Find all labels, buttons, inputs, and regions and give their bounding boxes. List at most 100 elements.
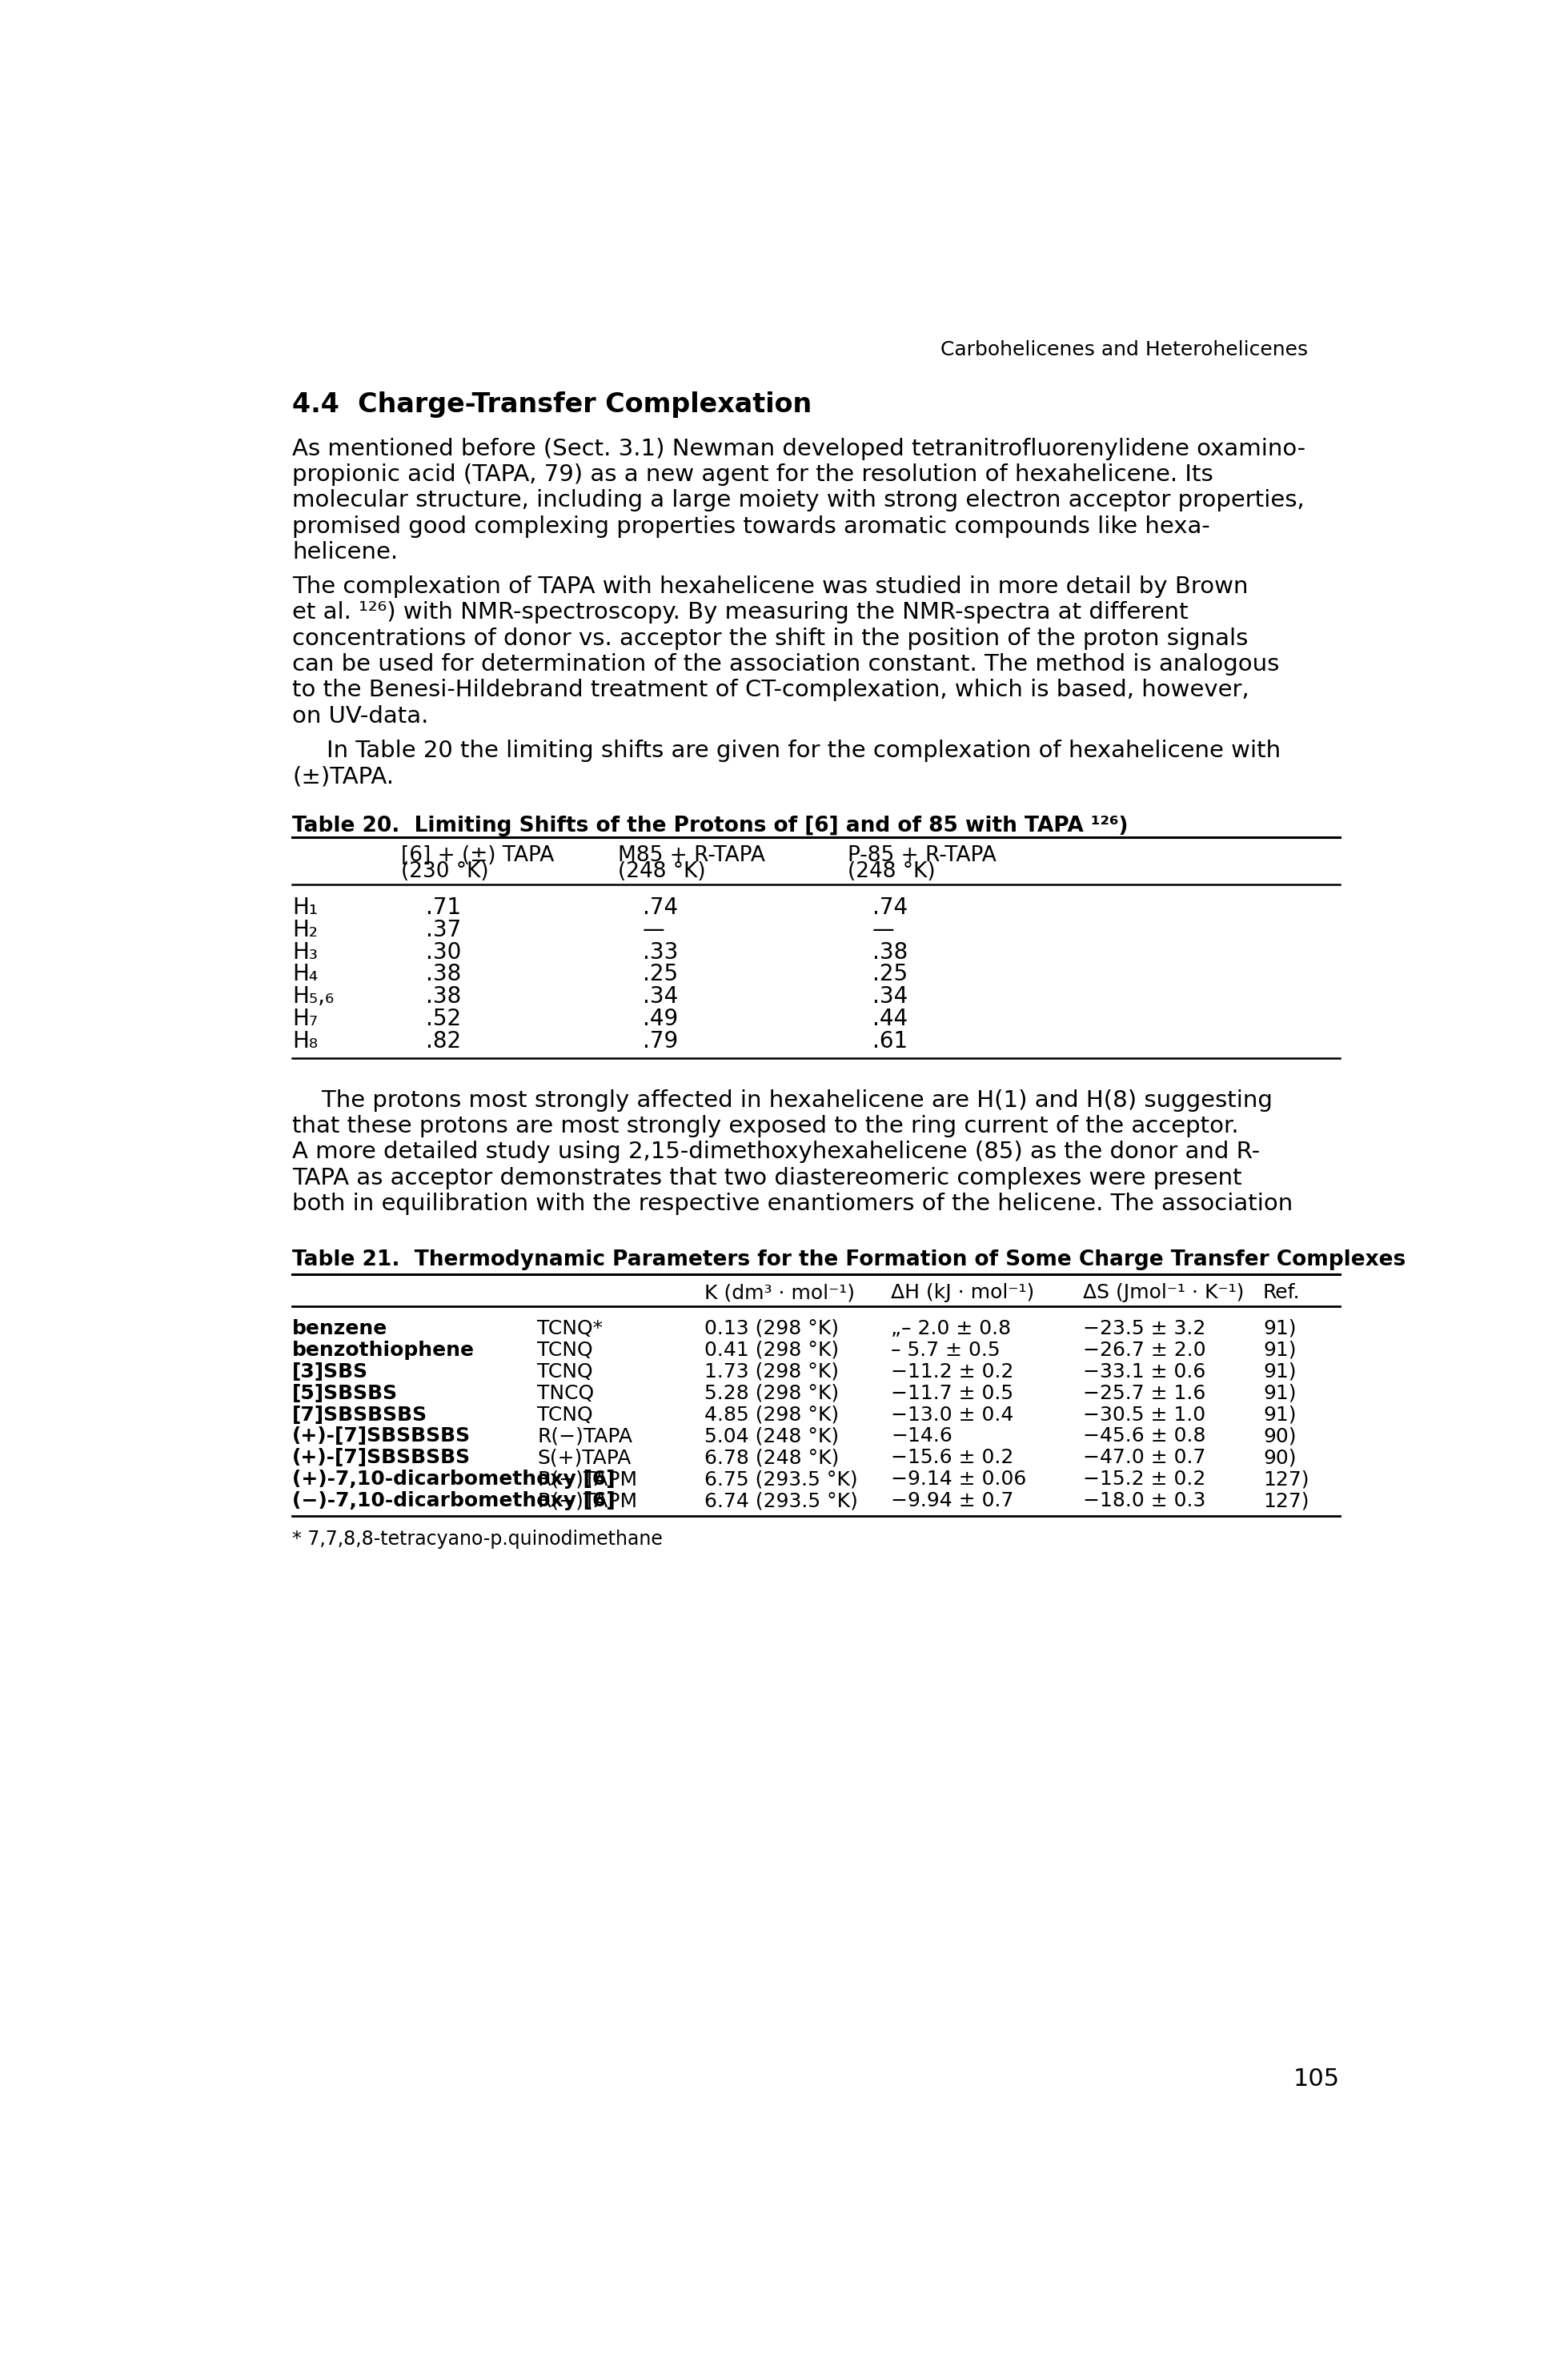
Text: 4.85 (298 °K): 4.85 (298 °K) xyxy=(704,1405,839,1424)
Text: 5.28 (298 °K): 5.28 (298 °K) xyxy=(704,1384,839,1403)
Text: —: — xyxy=(643,919,665,942)
Text: .49: .49 xyxy=(643,1009,677,1030)
Text: 105: 105 xyxy=(1294,2067,1341,2090)
Text: A more detailed study using 2,15-dimethoxyhexahelicene (85) as the donor and R-: A more detailed study using 2,15-dimetho… xyxy=(292,1141,1261,1162)
Text: molecular structure, including a large moiety with strong electron acceptor prop: molecular structure, including a large m… xyxy=(292,489,1305,513)
Text: .74: .74 xyxy=(872,898,908,919)
Text: R(−)TAPM: R(−)TAPM xyxy=(538,1490,637,1512)
Text: 6.75 (293.5 °K): 6.75 (293.5 °K) xyxy=(704,1469,858,1488)
Text: 1.73 (298 °K): 1.73 (298 °K) xyxy=(704,1363,839,1382)
Text: TCNQ: TCNQ xyxy=(538,1405,593,1424)
Text: −25.7 ± 1.6: −25.7 ± 1.6 xyxy=(1083,1384,1206,1403)
Text: „– 2.0 ± 0.8: „– 2.0 ± 0.8 xyxy=(891,1318,1011,1337)
Text: 91): 91) xyxy=(1262,1318,1297,1337)
Text: (+)-[7]SBSBSBS: (+)-[7]SBSBSBS xyxy=(292,1448,470,1467)
Text: −15.6 ± 0.2: −15.6 ± 0.2 xyxy=(891,1448,1013,1467)
Text: −9.94 ± 0.7: −9.94 ± 0.7 xyxy=(891,1490,1013,1512)
Text: can be used for determination of the association constant. The method is analogo: can be used for determination of the ass… xyxy=(292,654,1279,676)
Text: to the Benesi-Hildebrand treatment of CT-complexation, which is based, however,: to the Benesi-Hildebrand treatment of CT… xyxy=(292,680,1250,702)
Text: 90): 90) xyxy=(1262,1448,1297,1467)
Text: .71: .71 xyxy=(425,898,461,919)
Text: −9.14 ± 0.06: −9.14 ± 0.06 xyxy=(891,1469,1027,1488)
Text: In Table 20 the limiting shifts are given for the complexation of hexahelicene w: In Table 20 the limiting shifts are give… xyxy=(326,739,1281,763)
Text: (+)-7,10-dicarbomethoxy [6]: (+)-7,10-dicarbomethoxy [6] xyxy=(292,1469,615,1488)
Text: H₈: H₈ xyxy=(292,1030,318,1051)
Text: Ref.: Ref. xyxy=(1262,1283,1300,1301)
Text: [5]SBSBS: [5]SBSBS xyxy=(292,1384,398,1403)
Text: −33.1 ± 0.6: −33.1 ± 0.6 xyxy=(1083,1363,1206,1382)
Text: 5.04 (248 °K): 5.04 (248 °K) xyxy=(704,1427,839,1446)
Text: S(+)TAPA: S(+)TAPA xyxy=(538,1448,632,1467)
Text: The complexation of TAPA with hexahelicene was studied in more detail by Brown: The complexation of TAPA with hexahelice… xyxy=(292,576,1248,598)
Text: ΔS (Jmol⁻¹ · K⁻¹): ΔS (Jmol⁻¹ · K⁻¹) xyxy=(1083,1283,1245,1301)
Text: .74: .74 xyxy=(643,898,677,919)
Text: M85 + R-TAPA: M85 + R-TAPA xyxy=(618,846,765,867)
Text: .82: .82 xyxy=(425,1030,461,1051)
Text: promised good complexing properties towards aromatic compounds like hexa-: promised good complexing properties towa… xyxy=(292,515,1210,539)
Text: .79: .79 xyxy=(643,1030,677,1051)
Text: R(−)TAPM: R(−)TAPM xyxy=(538,1469,637,1488)
Text: H₂: H₂ xyxy=(292,919,318,942)
Text: As mentioned before (Sect. 3.1) Newman developed tetranitrofluorenylidene oxamin: As mentioned before (Sect. 3.1) Newman d… xyxy=(292,437,1306,461)
Text: benzene: benzene xyxy=(292,1318,387,1337)
Text: 127): 127) xyxy=(1262,1490,1309,1512)
Text: et al. ¹²⁶) with NMR-spectroscopy. By measuring the NMR-spectra at different: et al. ¹²⁶) with NMR-spectroscopy. By me… xyxy=(292,602,1189,624)
Text: benzothiophene: benzothiophene xyxy=(292,1339,475,1361)
Text: that these protons are most strongly exposed to the ring current of the acceptor: that these protons are most strongly exp… xyxy=(292,1115,1239,1136)
Text: 6.74 (293.5 °K): 6.74 (293.5 °K) xyxy=(704,1490,858,1512)
Text: helicene.: helicene. xyxy=(292,541,398,565)
Text: .44: .44 xyxy=(872,1009,908,1030)
Text: −18.0 ± 0.3: −18.0 ± 0.3 xyxy=(1083,1490,1206,1512)
Text: 6.78 (248 °K): 6.78 (248 °K) xyxy=(704,1448,839,1467)
Text: .38: .38 xyxy=(425,985,461,1009)
Text: (230 °K): (230 °K) xyxy=(401,860,489,881)
Text: 0.13 (298 °K): 0.13 (298 °K) xyxy=(704,1318,839,1337)
Text: H₁: H₁ xyxy=(292,898,318,919)
Text: .34: .34 xyxy=(643,985,677,1009)
Text: .37: .37 xyxy=(425,919,461,942)
Text: 0.41 (298 °K): 0.41 (298 °K) xyxy=(704,1339,839,1361)
Text: −47.0 ± 0.7: −47.0 ± 0.7 xyxy=(1083,1448,1206,1467)
Text: 91): 91) xyxy=(1262,1339,1297,1361)
Text: H₃: H₃ xyxy=(292,940,318,964)
Text: .52: .52 xyxy=(425,1009,461,1030)
Text: concentrations of donor vs. acceptor the shift in the position of the proton sig: concentrations of donor vs. acceptor the… xyxy=(292,628,1248,650)
Text: Carbohelicenes and Heterohelicenes: Carbohelicenes and Heterohelicenes xyxy=(941,340,1308,359)
Text: P-85 + R-TAPA: P-85 + R-TAPA xyxy=(847,846,996,867)
Text: 127): 127) xyxy=(1262,1469,1309,1488)
Text: 91): 91) xyxy=(1262,1363,1297,1382)
Text: .25: .25 xyxy=(643,964,677,985)
Text: −14.6: −14.6 xyxy=(891,1427,952,1446)
Text: −15.2 ± 0.2: −15.2 ± 0.2 xyxy=(1083,1469,1206,1488)
Text: .25: .25 xyxy=(872,964,908,985)
Text: * 7,7,8,8-tetracyano-p.quinodimethane: * 7,7,8,8-tetracyano-p.quinodimethane xyxy=(292,1531,663,1549)
Text: −11.7 ± 0.5: −11.7 ± 0.5 xyxy=(891,1384,1013,1403)
Text: H₄: H₄ xyxy=(292,964,318,985)
Text: TNCQ: TNCQ xyxy=(538,1384,594,1403)
Text: TCNQ*: TCNQ* xyxy=(538,1318,602,1337)
Text: [6] + (±) TAPA: [6] + (±) TAPA xyxy=(401,846,554,867)
Text: The protons most strongly affected in hexahelicene are H(1) and H(8) suggesting: The protons most strongly affected in he… xyxy=(292,1089,1273,1113)
Text: TAPA as acceptor demonstrates that two diastereomeric complexes were present: TAPA as acceptor demonstrates that two d… xyxy=(292,1167,1242,1188)
Text: −30.5 ± 1.0: −30.5 ± 1.0 xyxy=(1083,1405,1206,1424)
Text: −23.5 ± 3.2: −23.5 ± 3.2 xyxy=(1083,1318,1206,1337)
Text: K (dm³ · mol⁻¹): K (dm³ · mol⁻¹) xyxy=(704,1283,855,1301)
Text: H₇: H₇ xyxy=(292,1009,318,1030)
Text: .61: .61 xyxy=(872,1030,908,1051)
Text: Table 21.  Thermodynamic Parameters for the Formation of Some Charge Transfer Co: Table 21. Thermodynamic Parameters for t… xyxy=(292,1249,1406,1271)
Text: (248 °K): (248 °K) xyxy=(847,860,935,881)
Text: both in equilibration with the respective enantiomers of the helicene. The assoc: both in equilibration with the respectiv… xyxy=(292,1193,1294,1214)
Text: —: — xyxy=(872,919,894,942)
Text: ΔH (kJ · mol⁻¹): ΔH (kJ · mol⁻¹) xyxy=(891,1283,1035,1301)
Text: .34: .34 xyxy=(872,985,908,1009)
Text: on UV-data.: on UV-data. xyxy=(292,704,428,727)
Text: .38: .38 xyxy=(872,940,908,964)
Text: −26.7 ± 2.0: −26.7 ± 2.0 xyxy=(1083,1339,1206,1361)
Text: H₅,₆: H₅,₆ xyxy=(292,985,334,1009)
Text: −13.0 ± 0.4: −13.0 ± 0.4 xyxy=(891,1405,1013,1424)
Text: 91): 91) xyxy=(1262,1405,1297,1424)
Text: [3]SBS: [3]SBS xyxy=(292,1363,368,1382)
Text: 4.4  Charge-Transfer Complexation: 4.4 Charge-Transfer Complexation xyxy=(292,392,812,418)
Text: (+)-[7]SBSBSBS: (+)-[7]SBSBSBS xyxy=(292,1427,470,1446)
Text: .38: .38 xyxy=(425,964,461,985)
